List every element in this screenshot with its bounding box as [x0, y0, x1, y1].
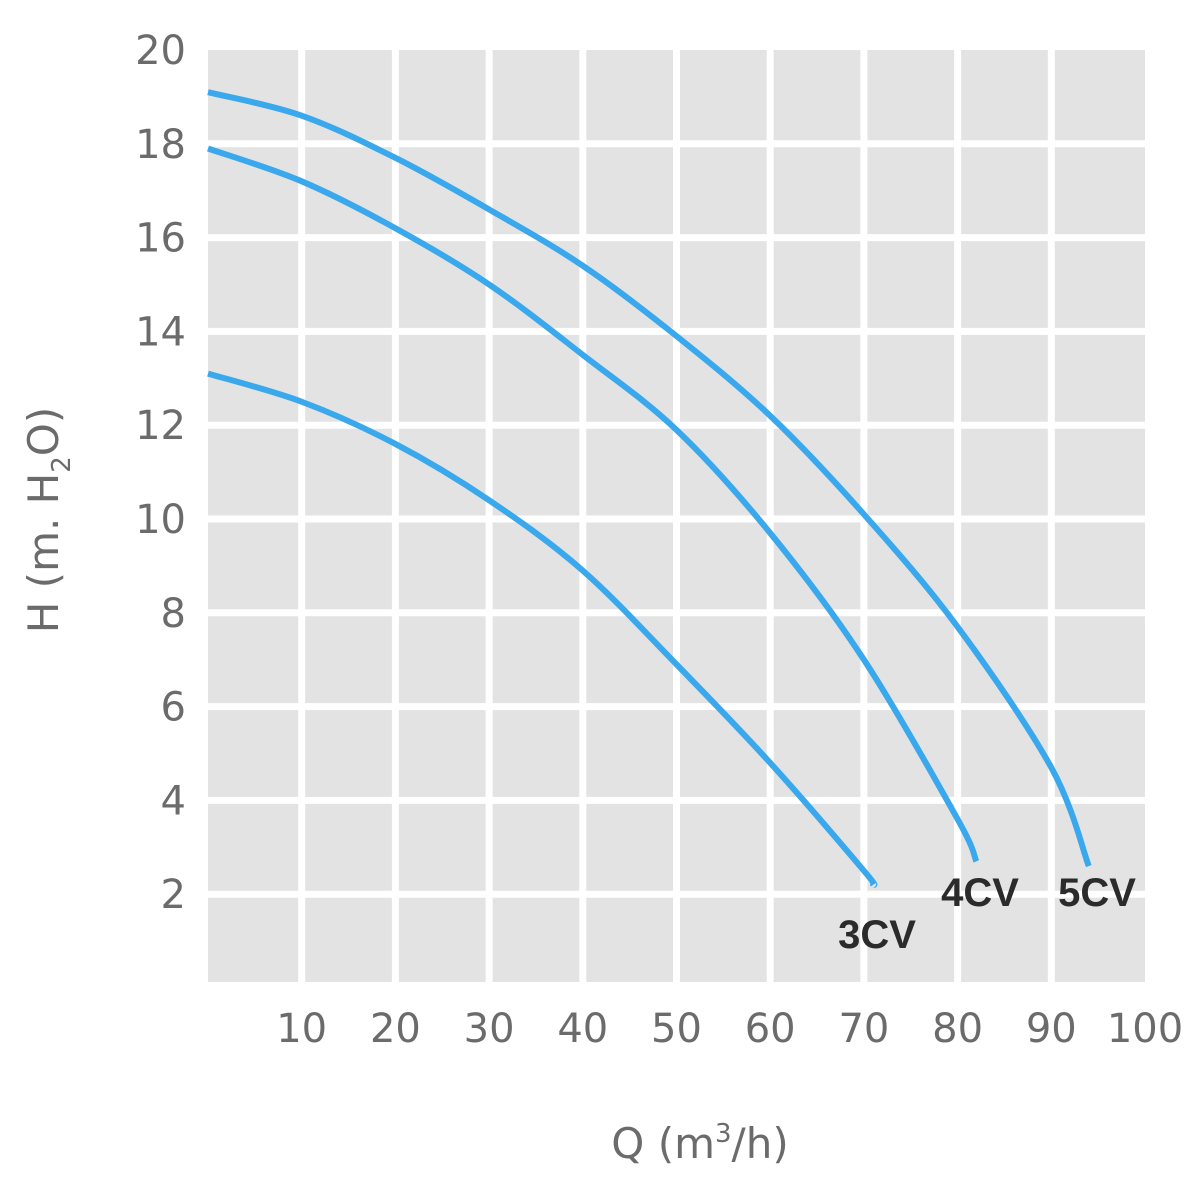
y-tick-label: 14 [135, 309, 186, 355]
x-axis-label: Q (m3/h) [611, 1119, 788, 1168]
y-tick-label: 12 [135, 403, 186, 449]
x-tick-label: 90 [1026, 1006, 1077, 1052]
x-axis-ticks: 10 20 30 40 50 60 70 80 90 100 [276, 1006, 1183, 1052]
x-tick-label: 100 [1107, 1006, 1183, 1052]
x-tick-label: 40 [557, 1006, 608, 1052]
y-axis-label-sub: 2 [47, 456, 77, 473]
x-tick-label: 80 [932, 1006, 983, 1052]
y-tick-label: 6 [161, 685, 186, 731]
y-axis-label-main: H (m. H [19, 473, 68, 634]
x-axis-label-main: Q (m [611, 1119, 715, 1168]
series-label-3cv: 3CV [838, 913, 916, 957]
x-tick-label: 10 [276, 1006, 327, 1052]
x-tick-label: 60 [745, 1006, 796, 1052]
series-line-4cv [207, 145, 980, 863]
y-tick-label: 2 [161, 872, 186, 918]
x-tick-label: 30 [464, 1006, 515, 1052]
grid [208, 50, 1145, 982]
x-axis-label-sup: 3 [715, 1119, 732, 1149]
series-line-3cv [207, 370, 878, 888]
series-label-4cv: 4CV [941, 871, 1019, 915]
x-tick-label: 20 [370, 1006, 421, 1052]
y-axis-label: H (m. H2O) [19, 407, 77, 634]
y-tick-label: 18 [135, 122, 186, 168]
y-axis-label-end: O) [19, 407, 68, 456]
x-tick-label: 70 [838, 1006, 889, 1052]
y-tick-label: 10 [135, 497, 186, 543]
y-axis-ticks: 2 4 6 8 10 12 14 16 18 20 [135, 28, 186, 918]
series-labels: 5CV 4CV 3CV [838, 871, 1136, 957]
y-tick-label: 4 [161, 778, 186, 824]
series-line-5cv [207, 89, 1092, 868]
x-axis-label-end: /h) [732, 1119, 789, 1168]
series-label-5cv: 5CV [1058, 871, 1136, 915]
y-tick-label: 20 [135, 28, 186, 74]
series-lines [207, 89, 1092, 888]
x-tick-label: 50 [651, 1006, 702, 1052]
y-tick-label: 8 [161, 591, 186, 637]
y-tick-label: 16 [135, 216, 186, 262]
